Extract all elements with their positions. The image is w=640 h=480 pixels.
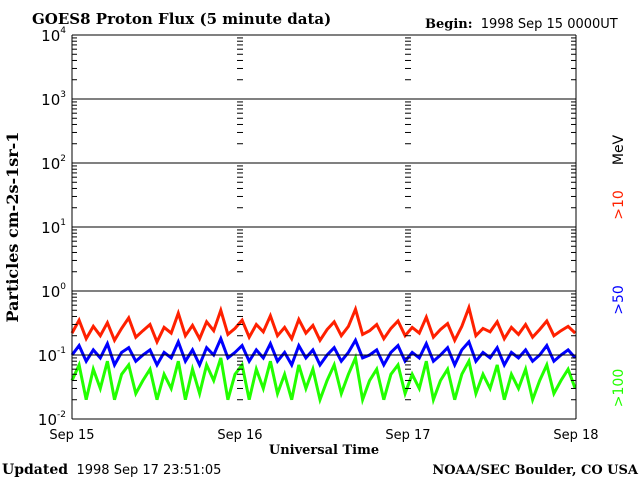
x-tick-label: Sep 15 (49, 428, 94, 443)
y-axis-label: Particles cm-2s-1sr-1 (3, 132, 22, 323)
series-line-gt50 (70, 334, 577, 369)
legend-label: >10 (611, 190, 627, 220)
updated-label: Updated (2, 462, 68, 478)
updated-line: Updated 1998 Sep 17 23:51:05 (2, 462, 221, 478)
begin-value: 1998 Sep 15 0000UT (481, 17, 618, 32)
series-line-gt100 (70, 352, 577, 406)
begin-line: Begin: 1998 Sep 15 0000UT (425, 17, 618, 32)
x-tick-label: Sep 16 (217, 428, 262, 443)
y-tick-label: 10-1 (38, 346, 66, 365)
begin-label: Begin: (425, 17, 473, 32)
y-tick-label: 103 (41, 90, 66, 109)
y-tick-label: 10-2 (38, 410, 66, 429)
y-tick-label: 100 (41, 282, 66, 301)
series-line-gt10 (70, 302, 577, 346)
x-axis-label: Universal Time (269, 443, 379, 458)
x-tick-label: Sep 17 (385, 428, 430, 443)
credit: NOAA/SEC Boulder, CO USA (432, 463, 639, 478)
legend-label: >100 (611, 369, 627, 407)
x-tick-label: Sep 18 (553, 428, 598, 443)
y-tick-label: 104 (41, 26, 66, 45)
y-tick-label: 102 (41, 154, 66, 173)
legend-label: >50 (611, 285, 627, 315)
chart-title: GOES8 Proton Flux (5 minute data) (32, 10, 331, 28)
units-label: MeV (611, 134, 627, 165)
updated-value: 1998 Sep 17 23:51:05 (76, 463, 221, 478)
y-tick-label: 101 (41, 218, 66, 237)
